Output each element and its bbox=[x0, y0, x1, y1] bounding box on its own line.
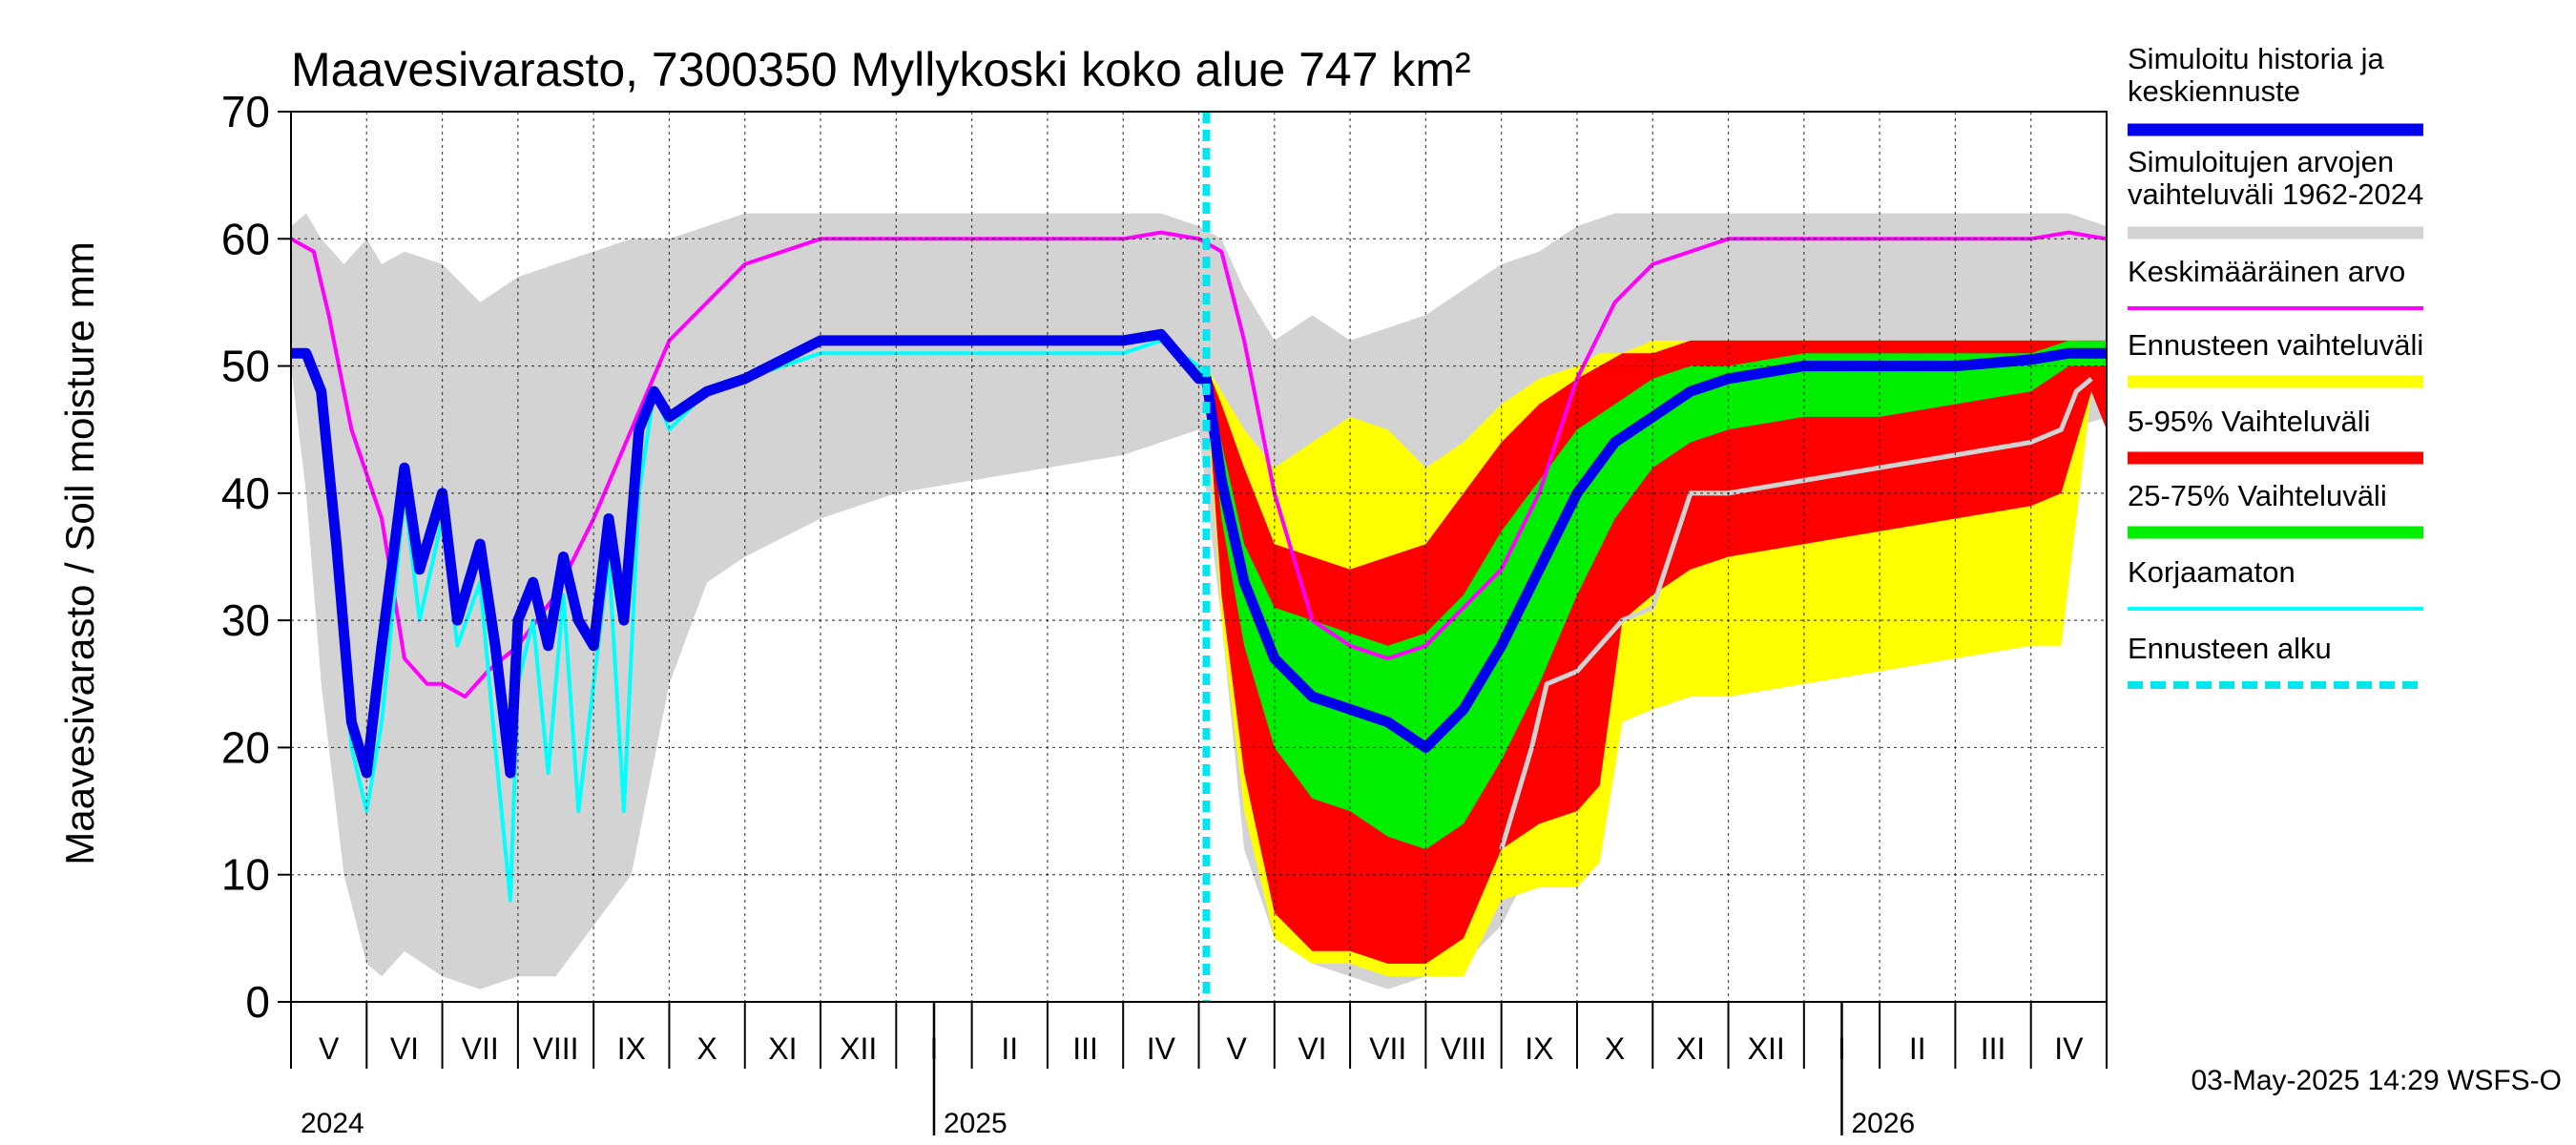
legend-label: Keskimääräinen arvo bbox=[2128, 255, 2405, 288]
legend-entry-ennusteen-alku: Ennusteen alku bbox=[2128, 632, 2423, 689]
x-month-label: XI bbox=[1676, 1031, 1705, 1066]
y-tick-label: 30 bbox=[221, 595, 270, 645]
x-month-label: V bbox=[319, 1031, 340, 1066]
legend-label: Simuloitu historia ja keskiennuste bbox=[2128, 42, 2385, 108]
series-keskim-r-inen-arvo-line bbox=[290, 230, 2108, 699]
x-month-label: III bbox=[1981, 1031, 2006, 1066]
y-tick-label: 10 bbox=[221, 850, 270, 900]
legend-entry-simuloitujen-arvojen-vaihteluv-li-1962-2024: Simuloitujen arvojen vaihteluväli 1962-20… bbox=[2128, 145, 2423, 239]
series-simuloitu-historia-ja-keskiennuste-line bbox=[291, 328, 2107, 779]
legend-entry-25-75-vaihteluv-li: 25-75% Vaihteluväli bbox=[2128, 479, 2423, 539]
legend-label: 5-95% Vaihteluväli bbox=[2128, 405, 2370, 438]
legend-entry-5-95-vaihteluv-li: 5-95% Vaihteluväli bbox=[2128, 405, 2423, 465]
legend-entry-simuloitu-historia-ja-keskiennuste: Simuloitu historia ja keskiennuste bbox=[2128, 42, 2423, 136]
x-month-label: III bbox=[1072, 1031, 1098, 1066]
x-month-label: V bbox=[1226, 1031, 1247, 1066]
legend-entry-keskim-r-inen-arvo: Keskimääräinen arvo bbox=[2128, 255, 2423, 310]
x-year-label: 2025 bbox=[944, 1108, 1008, 1139]
x-month-label: VI bbox=[1298, 1031, 1326, 1066]
legend-label: 25-75% Vaihteluväli bbox=[2128, 479, 2387, 512]
legend-label: Ennusteen vaihteluväli bbox=[2128, 328, 2423, 362]
x-month-label: IV bbox=[1147, 1031, 1176, 1066]
x-month-label: IV bbox=[2054, 1031, 2084, 1066]
x-month-label: X bbox=[696, 1031, 717, 1066]
x-month-label: VII bbox=[462, 1031, 499, 1066]
series-25-75-vaihteluv-li-band bbox=[1206, 340, 2107, 850]
chart-title: Maavesivarasto, 7300350 Myllykoski koko … bbox=[291, 43, 1471, 96]
y-tick-label: 0 bbox=[245, 977, 270, 1027]
x-month-label: XI bbox=[768, 1031, 797, 1066]
legend-entry-ennusteen-vaihteluv-li: Ennusteen vaihteluväli bbox=[2128, 328, 2423, 388]
x-month-label: X bbox=[1605, 1031, 1625, 1066]
y-axis-label: Maavesivarasto / Soil moisture mm bbox=[57, 241, 102, 865]
y-tick-label: 50 bbox=[221, 342, 270, 391]
timestamp-footer: 03-May-2025 14:29 WSFS-O bbox=[2192, 1065, 2563, 1096]
x-month-label: VIII bbox=[533, 1031, 579, 1066]
legend-label: Korjaamaton bbox=[2128, 555, 2296, 589]
legend-entry-korjaamaton: Korjaamaton bbox=[2128, 555, 2423, 611]
x-month-label: VIII bbox=[1441, 1031, 1486, 1066]
x-month-label: XII bbox=[1748, 1031, 1785, 1066]
x-month-label: XII bbox=[840, 1031, 877, 1066]
x-month-label: IX bbox=[617, 1031, 646, 1066]
legend-label: Ennusteen alku bbox=[2128, 632, 2332, 665]
y-tick-label: 40 bbox=[221, 468, 270, 518]
series-korjaamaton-line bbox=[291, 338, 1209, 903]
x-month-label: VI bbox=[390, 1031, 419, 1066]
y-tick-label: 70 bbox=[221, 87, 270, 136]
y-tick-label: 60 bbox=[221, 214, 270, 263]
legend-label: Simuloitujen arvojen vaihteluväli 1962-20… bbox=[2128, 145, 2423, 211]
y-tick-label: 20 bbox=[221, 722, 270, 772]
x-year-label: 2024 bbox=[301, 1108, 364, 1139]
x-year-label: 2026 bbox=[1851, 1108, 1915, 1139]
x-month-label: II bbox=[1001, 1031, 1018, 1066]
legend: Simuloitu historia ja keskiennuste Simuloi… bbox=[2128, 42, 2423, 689]
x-month-label: II bbox=[1909, 1031, 1926, 1066]
x-month-label: VII bbox=[1369, 1031, 1406, 1066]
axes: 010203040506070VVIVIIVIIIIXXXIXIIIIIIIII… bbox=[221, 87, 2108, 1139]
x-month-label: IX bbox=[1525, 1031, 1553, 1066]
